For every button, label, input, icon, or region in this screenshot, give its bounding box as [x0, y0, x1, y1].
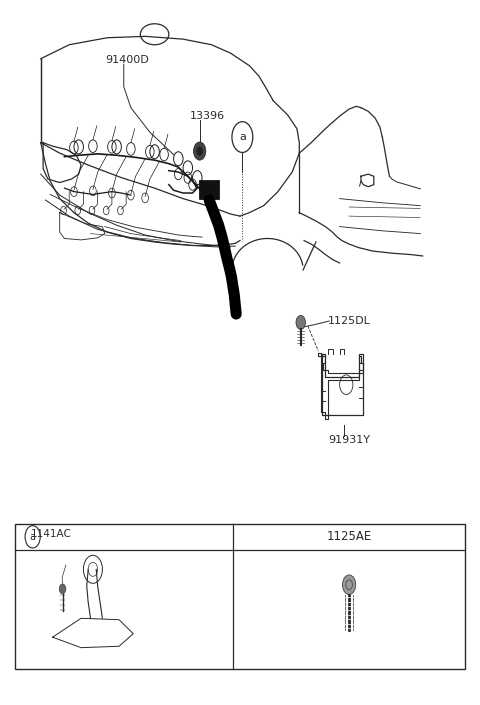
FancyBboxPatch shape — [199, 180, 219, 200]
Text: 91400D: 91400D — [105, 55, 148, 65]
Bar — [14, 524, 466, 668]
Text: a: a — [239, 132, 246, 142]
Text: 1125DL: 1125DL — [328, 316, 371, 326]
Text: 91931Y: 91931Y — [328, 435, 370, 445]
Circle shape — [342, 575, 356, 594]
Circle shape — [197, 147, 203, 155]
Text: 13396: 13396 — [190, 111, 225, 121]
Text: a: a — [30, 532, 36, 542]
Circle shape — [296, 315, 305, 329]
Circle shape — [193, 142, 206, 160]
Text: 1125AE: 1125AE — [326, 530, 372, 544]
Text: 1141AC: 1141AC — [31, 529, 72, 539]
Circle shape — [59, 584, 66, 594]
